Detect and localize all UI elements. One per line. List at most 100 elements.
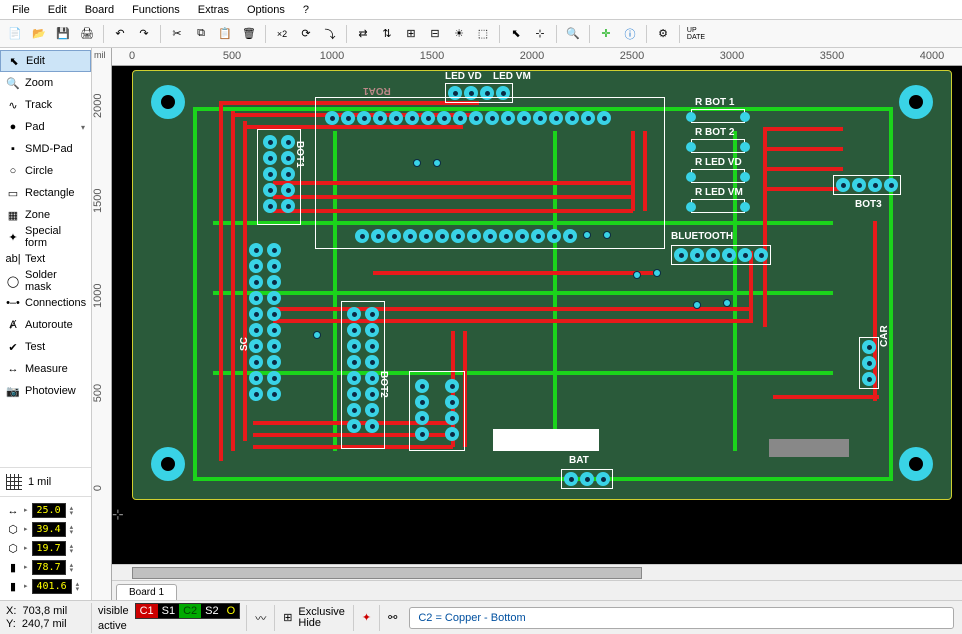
tool-rect[interactable]: ▭Rectangle [0, 182, 91, 204]
resistor [691, 169, 745, 183]
param-row[interactable]: ▮▸78.7▴▾ [0, 558, 91, 577]
rotate-step-button[interactable]: ⤵ [319, 23, 341, 45]
align-button[interactable]: ⊞ [400, 23, 422, 45]
param-row[interactable]: ▮▸401.6▴▾ [0, 577, 91, 596]
chevron-down-icon: ▾ [81, 123, 85, 132]
layer-chip[interactable]: S1 [158, 604, 179, 618]
select-button[interactable]: ⬉ [505, 23, 527, 45]
auto-icon: Ⱥ [6, 318, 20, 332]
rotate-button[interactable]: ⟳ [295, 23, 317, 45]
group-button[interactable]: ⊟ [424, 23, 446, 45]
paste-button[interactable]: 📋 [214, 23, 236, 45]
redo-button[interactable]: ↷ [133, 23, 155, 45]
via [653, 269, 661, 277]
highlight-button[interactable]: ☀ [448, 23, 470, 45]
outline-header [315, 97, 665, 249]
menu-edit[interactable]: Edit [40, 2, 75, 18]
pcb-canvas[interactable]: LED VD LED VM ROA1 [112, 66, 962, 564]
zoom-button[interactable]: 🔍 [562, 23, 584, 45]
menu-file[interactable]: File [4, 2, 38, 18]
layer-chip[interactable]: O [223, 604, 240, 618]
tool-auto[interactable]: ȺAutoroute [0, 314, 91, 336]
save-button[interactable]: 💾 [52, 23, 74, 45]
delete-button[interactable]: 🗑 [238, 23, 260, 45]
exclusive-icon[interactable]: ⊞ [283, 611, 292, 624]
brush-icon[interactable]: 〰 [255, 610, 266, 626]
update-button[interactable]: UPDATE [685, 23, 707, 45]
connector-car [859, 337, 879, 389]
tool-sidebar: ⬉Edit🔍Zoom∿Track●Pad▾▪SMD-Pad○Circle▭Rec… [0, 48, 92, 600]
tool-form[interactable]: ✦Special form [0, 226, 91, 248]
tool-text[interactable]: ab|Text [0, 248, 91, 270]
silk-label: R BOT 2 [695, 127, 734, 138]
placement-rect [493, 429, 599, 451]
copy-button[interactable]: ⧉ [190, 23, 212, 45]
connector-bluetooth [671, 245, 771, 265]
param-row[interactable]: ⬡▸39.4▴▾ [0, 520, 91, 539]
mounting-hole [151, 85, 185, 119]
undo-button[interactable]: ↶ [109, 23, 131, 45]
open-button[interactable]: 📂 [28, 23, 50, 45]
tool-edit[interactable]: ⬉Edit [0, 50, 91, 72]
connector-bot2-a [345, 305, 363, 435]
tool-photo[interactable]: 📷Photoview [0, 380, 91, 402]
silk-label: BLUETOOTH [671, 231, 733, 242]
stepper-icon[interactable]: ▴▾ [70, 563, 74, 573]
snap-button[interactable]: ⬚ [472, 23, 494, 45]
tool-smd[interactable]: ▪SMD-Pad [0, 138, 91, 160]
via [633, 271, 641, 279]
link-icon[interactable]: ⚯ [388, 611, 397, 624]
tool-meas[interactable]: ↔Measure [0, 358, 91, 380]
stepper-icon[interactable]: ▴▾ [70, 544, 74, 554]
tool-circle[interactable]: ○Circle [0, 160, 91, 182]
silk-label: BOT3 [855, 199, 882, 210]
param-row[interactable]: ⬡▸19.7▴▾ [0, 539, 91, 558]
edit-icon: ⬉ [7, 54, 21, 68]
tool-zoom[interactable]: 🔍Zoom [0, 72, 91, 94]
grid-icon [6, 474, 22, 490]
layer-chip[interactable]: C2 [179, 604, 201, 618]
tool-test[interactable]: ✔Test [0, 336, 91, 358]
menu-functions[interactable]: Functions [124, 2, 188, 18]
param-row[interactable]: ↔▸25.0▴▾ [0, 501, 91, 520]
silk-label: BAT [569, 455, 589, 466]
smd-icon: ▪ [6, 142, 20, 156]
meas-icon: ↔ [6, 362, 20, 376]
toolbar: 📄 📂 💾 🖨 ↶ ↷ ✂ ⧉ 📋 🗑 ×2 ⟳ ⤵ ⇄ ⇅ ⊞ ⊟ ☀ ⬚ ⬉… [0, 20, 962, 48]
via [723, 299, 731, 307]
layer-chip[interactable]: S2 [201, 604, 222, 618]
pick-button[interactable]: ⊹ [529, 23, 551, 45]
layer-description: C2 = Copper - Bottom [409, 607, 954, 629]
tool-conn[interactable]: •–•Connections [0, 292, 91, 314]
silk-label: R LED VD [695, 157, 742, 168]
resistor [691, 109, 745, 123]
print-button[interactable]: 🖨 [76, 23, 98, 45]
tool-zone[interactable]: ▦Zone [0, 204, 91, 226]
mirror-h-button[interactable]: ⇄ [352, 23, 374, 45]
layer-chip[interactable]: C1 [136, 604, 158, 618]
grid-control[interactable]: 1 mil [0, 467, 91, 496]
tool-track[interactable]: ∿Track [0, 94, 91, 116]
cut-button[interactable]: ✂ [166, 23, 188, 45]
info-button[interactable]: ⓘ [619, 23, 641, 45]
tool-pad[interactable]: ●Pad▾ [0, 116, 91, 138]
target-icon[interactable]: ✦ [362, 611, 371, 624]
menu-board[interactable]: Board [77, 2, 122, 18]
connector-sc-b [265, 241, 283, 403]
connector-bat [561, 469, 613, 489]
tool-mask[interactable]: ◯Solder mask [0, 270, 91, 292]
crosshair-button[interactable]: ✛ [595, 23, 617, 45]
layer-selector[interactable]: visible C1S1C2S2O active [92, 601, 246, 634]
horizontal-scrollbar[interactable] [112, 564, 962, 580]
stepper-icon[interactable]: ▴▾ [76, 582, 80, 592]
settings-button[interactable]: ⚙ [652, 23, 674, 45]
stepper-icon[interactable]: ▴▾ [70, 506, 74, 516]
menu-extras[interactable]: Extras [190, 2, 237, 18]
stepper-icon[interactable]: ▴▾ [70, 525, 74, 535]
new-button[interactable]: 📄 [4, 23, 26, 45]
menu-help[interactable]: ? [295, 2, 317, 18]
mirror-v-button[interactable]: ⇅ [376, 23, 398, 45]
tab-board-1[interactable]: Board 1 [116, 584, 177, 600]
duplicate-button[interactable]: ×2 [271, 23, 293, 45]
menu-options[interactable]: Options [239, 2, 293, 18]
